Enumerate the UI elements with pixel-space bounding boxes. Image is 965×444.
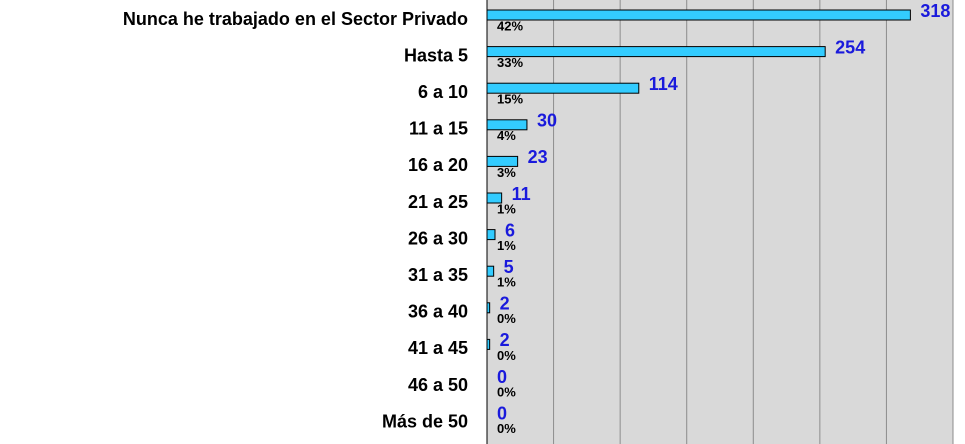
value-label: 114 (649, 74, 678, 94)
category-label: 16 a 20 (408, 155, 468, 175)
category-label: Hasta 5 (404, 45, 468, 65)
percent-label: 1% (497, 275, 516, 290)
percent-label: 0% (497, 348, 516, 363)
value-label: 254 (835, 37, 865, 57)
value-label: 30 (537, 111, 557, 131)
bar (486, 192, 503, 204)
percent-label: 15% (497, 92, 523, 107)
category-label: 31 a 35 (408, 265, 468, 285)
plot-area (487, 0, 953, 444)
percent-label: 0% (497, 421, 516, 436)
bar (486, 155, 519, 167)
bar (486, 82, 640, 94)
value-label: 23 (528, 147, 548, 167)
value-label: 2 (500, 330, 510, 350)
value-label: 5 (504, 257, 514, 277)
bar (486, 9, 911, 21)
category-label: 26 a 30 (408, 228, 468, 248)
percent-label: 3% (497, 165, 516, 180)
category-label: 36 a 40 (408, 302, 468, 322)
percent-label: 1% (497, 201, 516, 216)
category-label: 6 a 10 (418, 82, 468, 102)
category-label: 11 a 15 (409, 119, 468, 139)
category-label: Más de 50 (382, 411, 468, 431)
value-label: 318 (920, 1, 950, 21)
value-label: 6 (505, 220, 515, 240)
value-label: 0 (497, 403, 507, 423)
category-label: 46 a 50 (408, 375, 468, 395)
bar (486, 119, 528, 131)
percent-label: 1% (497, 238, 516, 253)
category-label: Nunca he trabajado en el Sector Privado (123, 9, 468, 29)
percent-label: 0% (497, 311, 516, 326)
bar (486, 46, 826, 58)
bar (486, 265, 495, 277)
bar (486, 338, 491, 350)
value-label: 11 (512, 184, 531, 204)
category-label: 41 a 45 (408, 338, 468, 358)
percent-label: 42% (497, 18, 523, 33)
percent-label: 4% (497, 128, 516, 143)
bar (486, 302, 491, 314)
bar (486, 229, 496, 241)
value-label: 2 (500, 294, 510, 314)
percent-label: 0% (497, 384, 516, 399)
percent-label: 33% (497, 55, 523, 70)
value-label: 0 (497, 367, 507, 387)
category-label: 21 a 25 (408, 192, 468, 212)
